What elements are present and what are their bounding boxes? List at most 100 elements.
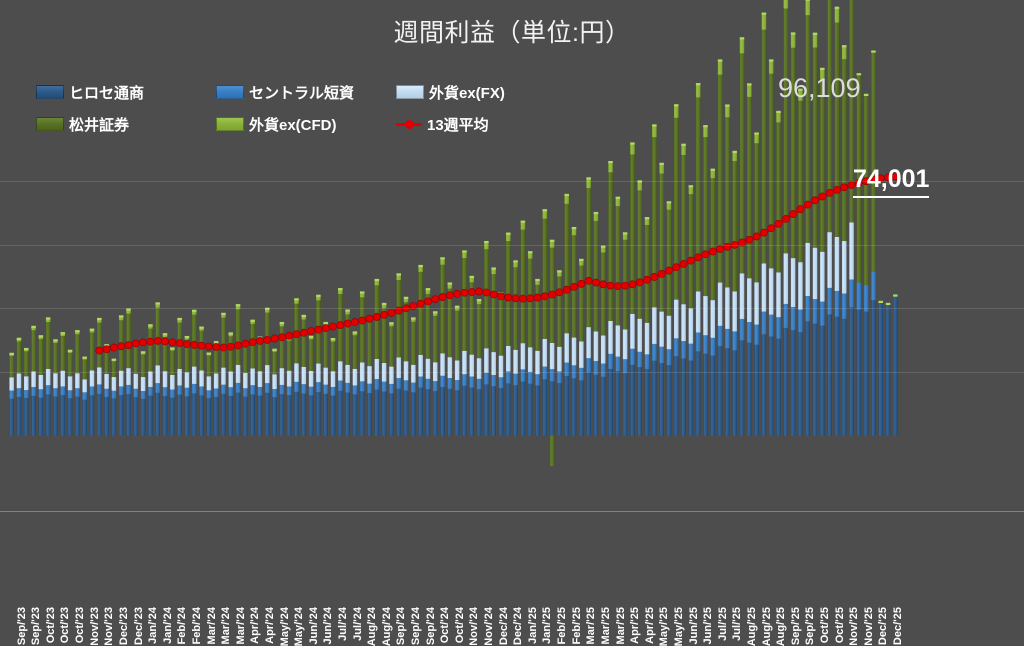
bar-segment (111, 377, 117, 391)
bar-segment (396, 388, 401, 436)
bar-segment (23, 351, 29, 377)
bar-segment (717, 325, 723, 346)
bar-segment (257, 386, 263, 396)
bar-segment (60, 333, 66, 337)
bar-segment (564, 333, 569, 363)
bar-segment (53, 340, 58, 343)
bar-segment (644, 224, 650, 323)
bar-segment (783, 8, 789, 254)
bar-segment (776, 338, 781, 436)
bar-segment (367, 383, 372, 394)
bar-segment (53, 388, 58, 397)
bar-segment (352, 368, 358, 386)
bar-cap (798, 88, 803, 91)
bar-segment (279, 323, 285, 327)
x-tick-label: Jan/'24 (147, 607, 160, 644)
bar-segment (695, 332, 701, 352)
bar-segment (389, 393, 394, 436)
x-tick-label: Oct/'23 (44, 607, 57, 644)
bar-segment (162, 396, 168, 436)
x-tick-label: May/'25 (672, 607, 685, 646)
bar-cap (38, 335, 44, 338)
bar-cap (557, 270, 562, 273)
legend-item-2[interactable]: 外貨ex(FX) (396, 76, 576, 108)
average-marker (329, 322, 337, 331)
legend-item-3[interactable]: 松井証券 (36, 108, 216, 140)
average-marker (599, 280, 608, 289)
bar-segment (820, 69, 825, 81)
bar-segment (75, 334, 80, 374)
bar-segment (352, 385, 358, 395)
average-marker (314, 325, 323, 334)
x-tick-label: Jun/'25 (702, 607, 715, 645)
bar-cap (878, 300, 884, 304)
legend-label: ヒロセ通商 (69, 84, 145, 102)
bar-segment (637, 367, 642, 436)
bar-cap (527, 251, 533, 254)
bar-segment (301, 319, 307, 367)
bar-cap (104, 344, 109, 347)
average-marker (482, 288, 491, 297)
bar-segment (265, 365, 270, 384)
bar-segment (118, 386, 124, 396)
average-marker (635, 278, 644, 287)
average-marker (299, 328, 308, 337)
bar-segment (89, 395, 95, 436)
bar-segment (184, 396, 190, 436)
average-marker (270, 334, 279, 343)
x-tick-label: Oct/'23 (59, 607, 72, 644)
bar-segment (199, 395, 204, 436)
bar-segment (228, 333, 234, 337)
bar-segment (498, 387, 504, 436)
bar-segment (754, 282, 759, 325)
bar-segment (440, 375, 445, 387)
legend-item-0[interactable]: ヒロセ通商 (36, 76, 216, 108)
average-marker (577, 279, 586, 288)
bar-segment (403, 302, 409, 362)
legend-item-5[interactable]: 13週平均 (396, 108, 576, 140)
average-marker (489, 290, 498, 299)
legend-item-1[interactable]: セントラル短資 (216, 76, 396, 108)
bar-segment (250, 324, 255, 369)
bar-segment (330, 386, 336, 396)
average-marker (533, 293, 542, 302)
bar-cap (184, 335, 190, 339)
bar-cap (359, 291, 365, 294)
bar-segment (841, 59, 847, 242)
bar-cap (761, 12, 767, 15)
bar-segment (790, 33, 796, 48)
bar-cap (403, 296, 409, 299)
bar-segment (418, 271, 423, 355)
bar-segment (16, 373, 22, 389)
bar-cap (564, 193, 569, 197)
bar-segment (104, 396, 109, 436)
average-marker (445, 291, 454, 300)
bar-segment (571, 378, 577, 436)
bar-segment (520, 369, 526, 382)
bar-segment (462, 350, 467, 375)
average-marker (394, 306, 403, 315)
bar-segment (23, 376, 29, 391)
bar-segment (425, 358, 431, 379)
bar-segment (133, 397, 139, 436)
bar-segment (739, 318, 745, 341)
bar-cap (725, 104, 730, 107)
bar-segment (608, 172, 613, 321)
bar-segment (133, 344, 139, 374)
x-tick-label: Jan/'25 (541, 607, 554, 644)
bar-segment (820, 251, 825, 302)
legend-item-4[interactable]: 外貨ex(CFD) (216, 108, 396, 140)
bar-segment (265, 309, 270, 313)
bar-segment (710, 355, 716, 436)
bar-segment (498, 377, 504, 388)
bar-segment (75, 388, 80, 397)
latest-value-annotation: 74,001 (853, 165, 930, 198)
bar-segment (31, 330, 36, 372)
average-marker (110, 343, 118, 352)
bar-segment (761, 14, 767, 30)
bar-segment (535, 284, 540, 351)
bar-segment (652, 125, 657, 138)
bar-segment (622, 359, 628, 374)
bar-segment (798, 309, 803, 333)
bar-segment (798, 100, 803, 263)
